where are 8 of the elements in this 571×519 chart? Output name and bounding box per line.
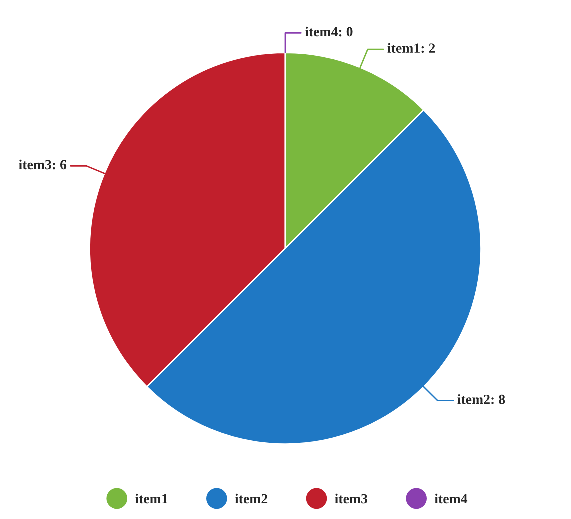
legend-label: item4 [434, 494, 468, 504]
legend-label: item2 [235, 494, 268, 504]
legend-label: item1 [135, 494, 168, 504]
data-label: item2: 8 [458, 394, 506, 404]
text: item4: 0 [305, 26, 353, 37]
data-label: item1: 2 [388, 43, 436, 54]
legend-label: item3 [335, 494, 368, 504]
data-label: item3: 6 [19, 160, 67, 170]
